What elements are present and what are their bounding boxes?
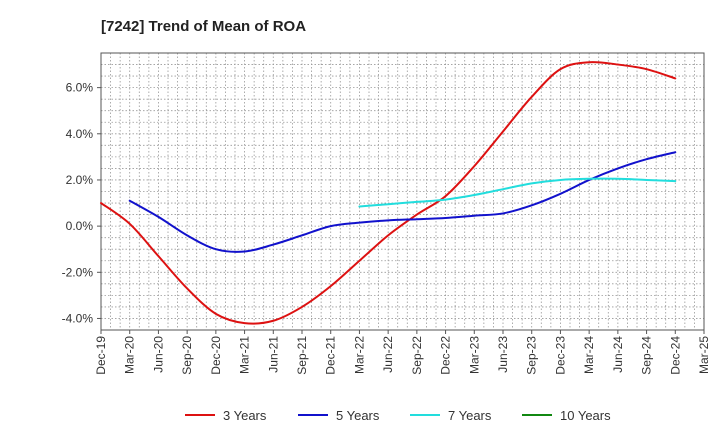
- x-tick-label: Dec-24: [668, 336, 682, 375]
- y-tick-label: -4.0%: [62, 311, 94, 325]
- x-tick-label: Jun-21: [266, 336, 280, 373]
- x-tick-label: Dec-19: [94, 336, 108, 375]
- series-line-3-years: [100, 61, 677, 325]
- legend-label: 7 Years: [448, 408, 492, 423]
- legend-label: 3 Years: [223, 408, 267, 423]
- x-tick-label: Mar-21: [238, 336, 252, 374]
- x-tick-label: Mar-25: [697, 336, 711, 374]
- legend-label: 10 Years: [560, 408, 611, 423]
- x-tick-label: Mar-24: [582, 336, 596, 374]
- series-line-7-years: [358, 177, 677, 208]
- plot-frame: [100, 52, 705, 331]
- y-tick-label: -2.0%: [62, 265, 94, 279]
- y-tick-label: 6.0%: [66, 81, 94, 95]
- x-tick-label: Sep-24: [640, 336, 654, 375]
- x-tick-label: Jun-22: [381, 336, 395, 373]
- plot-area: -4.0% -2.0% 0.0% 2.0% 4.0% 6.0% Dec-19 Mar-20 Ju…: [62, 52, 711, 375]
- x-tick-label: Mar-23: [467, 336, 481, 374]
- x-tick-label: Jun-24: [611, 336, 625, 373]
- x-tick-label: Sep-20: [180, 336, 194, 375]
- y-tick-label: 2.0%: [66, 173, 94, 187]
- x-tick-label: Dec-23: [553, 336, 567, 375]
- y-tick-label: 0.0%: [66, 219, 94, 233]
- legend: 3 Years 5 Years 7 Years 10 Years: [185, 408, 611, 423]
- x-tick-label: Dec-22: [439, 336, 453, 375]
- x-tick-label: Sep-22: [410, 336, 424, 375]
- x-tick-label: Mar-22: [352, 336, 366, 374]
- x-tick-label: Sep-23: [525, 336, 539, 375]
- legend-label: 5 Years: [336, 408, 380, 423]
- x-tick-label: Mar-20: [123, 336, 137, 374]
- x-tick-label: Sep-21: [295, 336, 309, 375]
- x-tick-label: Dec-20: [209, 336, 223, 375]
- x-tick-label: Jun-23: [496, 336, 510, 373]
- chart-title: [7242] Trend of Mean of ROA: [101, 18, 306, 35]
- y-tick-label: 4.0%: [66, 127, 94, 141]
- x-tick-label: Jun-20: [151, 336, 165, 373]
- series-line-5-years: [128, 151, 677, 253]
- x-tick-label: Dec-21: [324, 336, 338, 375]
